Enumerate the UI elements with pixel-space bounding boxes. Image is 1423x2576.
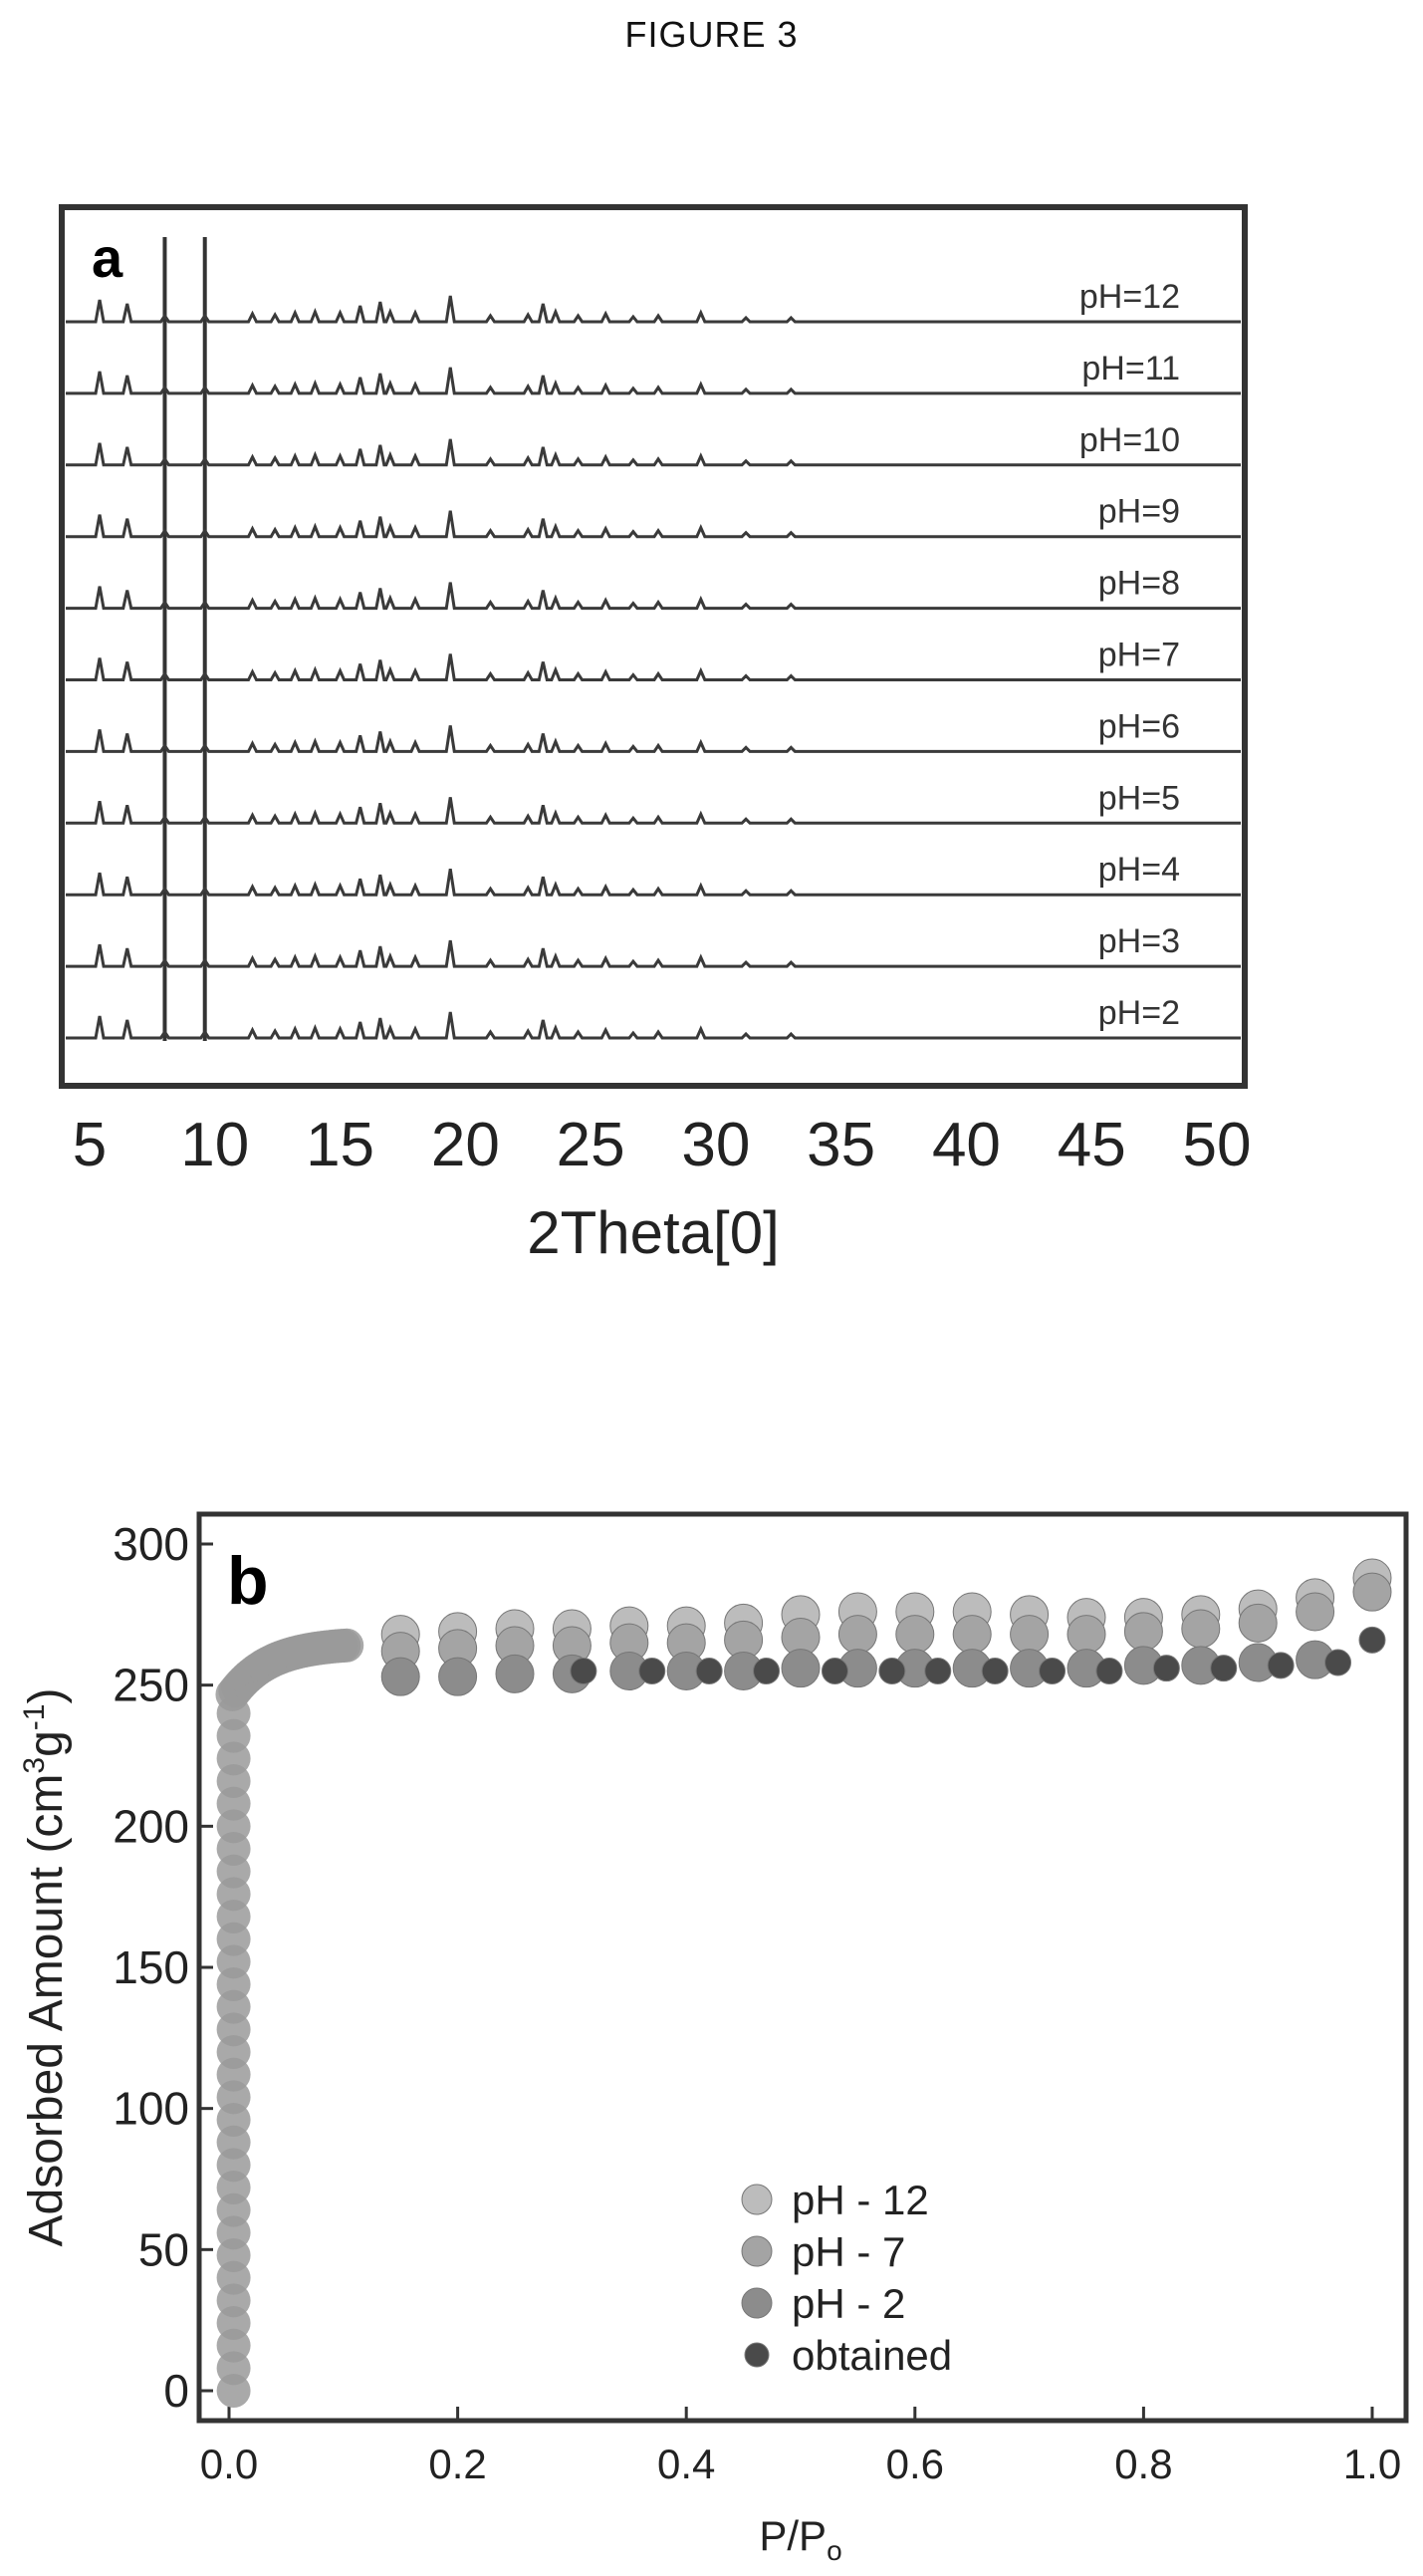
x-tick-label-a: 45 xyxy=(1058,1111,1126,1179)
data-point-obtained xyxy=(1267,1652,1295,1679)
series-label: pH=6 xyxy=(1098,707,1180,745)
uptake-point xyxy=(216,1696,251,1730)
xrd-pattern-pH=11 xyxy=(66,367,1241,395)
y-tick-label-b: 150 xyxy=(113,1941,189,1993)
chart-a-xrd: a pH=12 pH=11 pH=10 pH=9 pH=8 pH=7 pH=6 pH=5 pH=4… xyxy=(59,204,1252,1266)
xrd-pattern-pH=7 xyxy=(66,653,1241,681)
y-tick-label-b: 100 xyxy=(113,2083,189,2135)
data-point-pH-7 xyxy=(952,1615,992,1655)
series-label: pH=3 xyxy=(1098,922,1180,960)
xrd-pattern-pH=9 xyxy=(66,510,1241,539)
xrd-pattern-pH=6 xyxy=(66,725,1241,753)
xrd-pattern-pH=2 xyxy=(66,1011,1241,1040)
series-label: pH=7 xyxy=(1098,637,1180,674)
data-point-pH-7 xyxy=(1123,1612,1163,1652)
data-point-obtained xyxy=(878,1658,906,1684)
x-tick-label-a: 5 xyxy=(73,1111,107,1179)
data-point-obtained xyxy=(924,1658,952,1684)
data-point-pH-2 xyxy=(438,1657,478,1696)
data-point-obtained xyxy=(695,1658,723,1684)
series-label: pH=9 xyxy=(1098,493,1180,531)
data-point-obtained xyxy=(1324,1649,1352,1676)
x-axis-label-a: 2Theta[0] xyxy=(527,1199,780,1266)
data-point-obtained xyxy=(1210,1655,1238,1682)
data-point-obtained xyxy=(1358,1626,1386,1654)
data-point-pH-2 xyxy=(781,1649,821,1688)
data-point-obtained xyxy=(638,1658,666,1684)
x-tick-label-b: 0.4 xyxy=(657,2441,715,2487)
series-label: pH=10 xyxy=(1079,421,1180,459)
y-tick-label-b: 0 xyxy=(163,2365,189,2417)
series-label: pH=8 xyxy=(1098,565,1180,603)
xrd-pattern-pH=3 xyxy=(66,939,1241,968)
x-tick-label-b: 0.6 xyxy=(886,2441,944,2487)
data-point-obtained xyxy=(1039,1658,1067,1684)
legend-marker xyxy=(741,2287,773,2319)
x-tick-label-a: 20 xyxy=(431,1111,500,1179)
data-point-pH-7 xyxy=(837,1615,877,1655)
legend-label: pH - 2 xyxy=(792,2280,905,2327)
data-point-pH-7 xyxy=(1238,1603,1278,1643)
series-label: pH=2 xyxy=(1098,994,1180,1032)
xrd-pattern-pH=8 xyxy=(66,582,1241,611)
x-tick-label-a: 10 xyxy=(180,1111,249,1179)
data-point-obtained xyxy=(753,1658,781,1684)
data-point-obtained xyxy=(821,1658,848,1684)
data-point-pH-7 xyxy=(1296,1592,1335,1632)
x-tick-label-a: 50 xyxy=(1183,1111,1252,1179)
data-point-pH-7 xyxy=(1067,1615,1106,1655)
legend-label: pH - 7 xyxy=(792,2228,905,2275)
x-tick-label-a: 15 xyxy=(306,1111,374,1179)
data-point-pH-7 xyxy=(1181,1609,1221,1649)
series-label: pH=5 xyxy=(1098,779,1180,817)
x-tick-label-a: 30 xyxy=(681,1111,750,1179)
y-tick-label-b: 200 xyxy=(113,1800,189,1852)
data-point-obtained xyxy=(1095,1658,1123,1684)
series-label: pH=4 xyxy=(1098,851,1180,889)
y-axis-label-b: Adsorbed Amount (cm3g-1) xyxy=(18,1688,73,2247)
data-point-pH-2 xyxy=(495,1654,535,1693)
plot-frame-a xyxy=(59,204,1248,1089)
data-point-obtained xyxy=(1152,1655,1180,1682)
y-tick-label-b: 250 xyxy=(113,1660,189,1711)
legend-label: pH - 12 xyxy=(792,2177,929,2223)
data-point-pH-7 xyxy=(895,1615,935,1655)
uptake-point xyxy=(330,1628,364,1663)
x-tick-label-b: 0.8 xyxy=(1114,2441,1172,2487)
y-tick-label-b: 50 xyxy=(138,2223,189,2275)
legend-marker xyxy=(741,2184,773,2215)
x-tick-label-a: 35 xyxy=(807,1111,875,1179)
data-point-pH-7 xyxy=(1352,1572,1392,1612)
panel-label-a: a xyxy=(92,226,123,289)
panel-label-b: b xyxy=(227,1543,269,1619)
legend-marker xyxy=(744,2342,770,2368)
figure-title: FIGURE 3 xyxy=(624,14,799,55)
x-tick-label-a: 40 xyxy=(932,1111,1001,1179)
x-tick-label-b: 0.2 xyxy=(428,2441,486,2487)
legend-label: obtained xyxy=(792,2332,952,2379)
xrd-pattern-pH=5 xyxy=(66,797,1241,825)
xrd-pattern-pH=10 xyxy=(66,438,1241,467)
data-point-pH-2 xyxy=(380,1657,420,1696)
x-tick-label-b: 1.0 xyxy=(1343,2441,1401,2487)
xrd-pattern-pH=12 xyxy=(66,295,1241,324)
series-label: pH=12 xyxy=(1079,278,1180,316)
x-tick-label-b: 0.0 xyxy=(200,2441,258,2487)
data-point-pH-7 xyxy=(1010,1615,1050,1655)
legend-marker xyxy=(741,2235,773,2267)
xrd-pattern-pH=4 xyxy=(66,868,1241,897)
series-label: pH=11 xyxy=(1081,350,1180,387)
data-point-obtained xyxy=(981,1658,1009,1684)
x-tick-label-a: 25 xyxy=(557,1111,625,1179)
x-axis-label-b: P/Po xyxy=(759,2512,841,2566)
data-point-obtained xyxy=(570,1658,597,1684)
y-tick-label-b: 300 xyxy=(113,1518,189,1570)
